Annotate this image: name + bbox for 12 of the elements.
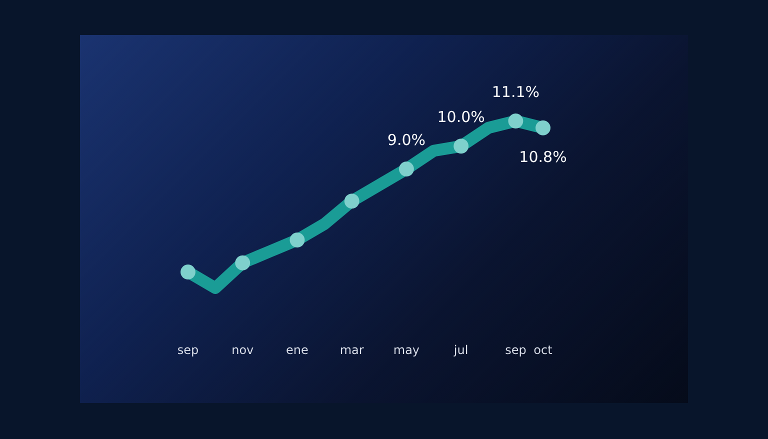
data-label: 10.8% [519, 148, 567, 166]
x-tick-label: ene [286, 343, 308, 357]
data-label: 9.0% [387, 131, 426, 150]
x-tick-label: may [393, 343, 420, 357]
x-tick-label: oct [534, 343, 553, 357]
data-label: 10.0% [437, 108, 485, 126]
x-tick-label: nov [232, 343, 254, 357]
x-tick-label: mar [340, 343, 364, 357]
x-tick-label: sep [505, 343, 526, 357]
x-tick-label: sep [177, 343, 199, 357]
data-label: 11.1% [492, 83, 540, 101]
x-tick-label: jul [452, 343, 468, 357]
